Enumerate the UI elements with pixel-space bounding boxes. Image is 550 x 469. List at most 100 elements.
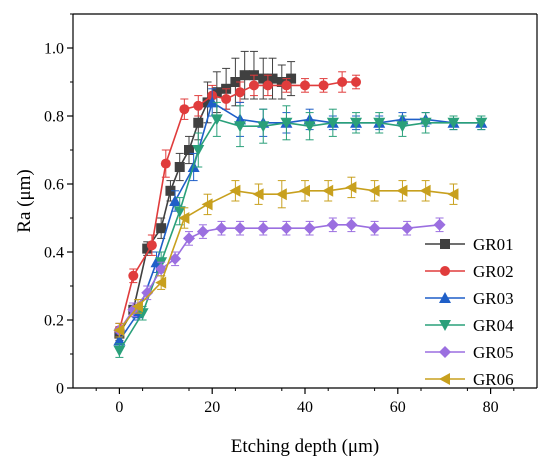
data-point-gr04 xyxy=(136,308,149,320)
data-point-gr03 xyxy=(206,96,219,108)
data-point-gr02 xyxy=(351,77,362,87)
y-tick-label: 1.0 xyxy=(44,41,64,58)
data-point-gr04 xyxy=(210,114,223,126)
data-point-gr02 xyxy=(146,240,157,251)
data-point-gr04 xyxy=(350,117,363,129)
data-point-gr01 xyxy=(258,73,269,84)
data-point-gr02 xyxy=(179,104,190,115)
data-point-gr06 xyxy=(178,212,190,224)
data-point-gr01 xyxy=(193,117,204,128)
series-line-gr06 xyxy=(118,186,454,331)
data-point-gr04 xyxy=(113,345,126,357)
data-point-gr02 xyxy=(262,80,273,91)
data-point-gr02 xyxy=(235,87,246,98)
data-point-gr06 xyxy=(368,184,380,197)
data-point-gr02 xyxy=(248,80,259,91)
legend-marker-gr01 xyxy=(440,239,450,249)
data-point-gr04 xyxy=(419,117,432,129)
y-tick-label: 0.8 xyxy=(44,109,64,126)
x-tick-label: 20 xyxy=(204,399,220,416)
x-tick-label: 80 xyxy=(483,399,499,416)
data-point-gr05 xyxy=(433,218,446,231)
data-point-gr04 xyxy=(234,121,247,133)
series-gr01 xyxy=(114,50,297,341)
data-point-gr06 xyxy=(155,276,167,289)
x-tick-label: 0 xyxy=(115,399,123,416)
legend: GR01 GR02 GR03 GR04 GR05 GR06 xyxy=(425,235,514,389)
data-point-gr01 xyxy=(276,77,287,87)
y-tick-label: 0.2 xyxy=(44,313,64,330)
data-point-gr04 xyxy=(326,117,339,129)
data-point-gr04 xyxy=(373,117,386,129)
data-point-gr06 xyxy=(345,181,357,194)
legend-marker-gr02 xyxy=(440,266,450,276)
legend-label-gr02: GR02 xyxy=(473,262,514,281)
x-axis-title: Etching depth (μm) xyxy=(231,436,379,457)
data-point-gr04 xyxy=(280,117,293,129)
data-point-gr04 xyxy=(447,117,460,129)
data-point-gr05 xyxy=(257,222,270,235)
legend-label-gr06: GR06 xyxy=(473,370,514,389)
data-point-gr01 xyxy=(230,77,241,87)
data-point-gr05 xyxy=(326,218,339,231)
data-point-gr05 xyxy=(234,222,247,235)
series-gr03 xyxy=(113,88,488,348)
data-point-gr02 xyxy=(337,77,348,87)
data-point-gr05 xyxy=(196,225,209,238)
data-point-gr04 xyxy=(173,206,186,218)
data-point-gr02 xyxy=(221,94,232,104)
data-point-gr01 xyxy=(239,70,250,81)
series-line-gr05 xyxy=(118,224,440,331)
data-point-gr06 xyxy=(396,184,408,197)
data-point-gr05 xyxy=(169,252,182,265)
x-tick-label: 40 xyxy=(297,399,313,416)
data-point-gr06 xyxy=(252,188,264,201)
data-point-gr06 xyxy=(447,188,459,201)
data-point-gr02 xyxy=(128,270,139,281)
data-point-gr01 xyxy=(165,185,176,196)
legend-label-gr04: GR04 xyxy=(473,316,514,335)
data-point-gr01 xyxy=(174,162,185,172)
legend-marker-gr03 xyxy=(439,292,451,303)
data-point-gr05 xyxy=(303,222,316,235)
data-point-gr03 xyxy=(169,195,182,206)
data-point-gr04 xyxy=(396,121,409,133)
legend-label-gr03: GR03 xyxy=(473,289,514,308)
data-point-gr05 xyxy=(141,286,154,299)
legend-label-gr01: GR01 xyxy=(473,235,514,254)
series-gr06 xyxy=(113,176,459,338)
data-point-gr06 xyxy=(322,184,334,197)
data-point-gr02 xyxy=(160,158,171,169)
data-point-gr05 xyxy=(183,232,195,245)
data-point-gr05 xyxy=(215,222,228,235)
data-point-gr02 xyxy=(281,80,292,91)
series-line-gr02 xyxy=(118,81,357,331)
legend-marker-gr05 xyxy=(439,346,451,358)
data-point-gr06 xyxy=(419,184,431,197)
data-point-gr01 xyxy=(184,145,194,155)
data-point-gr06 xyxy=(201,198,213,211)
series-gr02 xyxy=(114,71,362,338)
y-tick-label: 0 xyxy=(56,381,64,398)
data-point-gr04 xyxy=(192,145,205,156)
data-point-gr03 xyxy=(113,334,126,346)
data-point-gr06 xyxy=(229,184,241,197)
data-point-gr01 xyxy=(286,73,297,84)
ticks-layer: 0 20 40 60 80 0 0.2 0.4 0.6 0.8 1.0 xyxy=(44,13,515,416)
series-layer xyxy=(113,50,488,358)
data-point-gr04 xyxy=(303,121,316,133)
data-point-gr06 xyxy=(275,188,287,201)
x-tick-label: 60 xyxy=(390,399,406,416)
data-point-gr04 xyxy=(475,117,488,129)
data-point-gr01 xyxy=(202,97,213,108)
data-point-gr05 xyxy=(368,222,381,235)
legend-label-gr05: GR05 xyxy=(473,343,514,362)
data-point-gr04 xyxy=(257,121,270,133)
data-point-gr02 xyxy=(193,100,204,111)
data-point-gr01 xyxy=(267,73,278,84)
data-point-gr02 xyxy=(300,80,310,91)
y-tick-label: 0.4 xyxy=(44,245,64,262)
y-tick-label: 0.6 xyxy=(44,177,64,194)
legend-marker-gr06 xyxy=(439,373,450,385)
